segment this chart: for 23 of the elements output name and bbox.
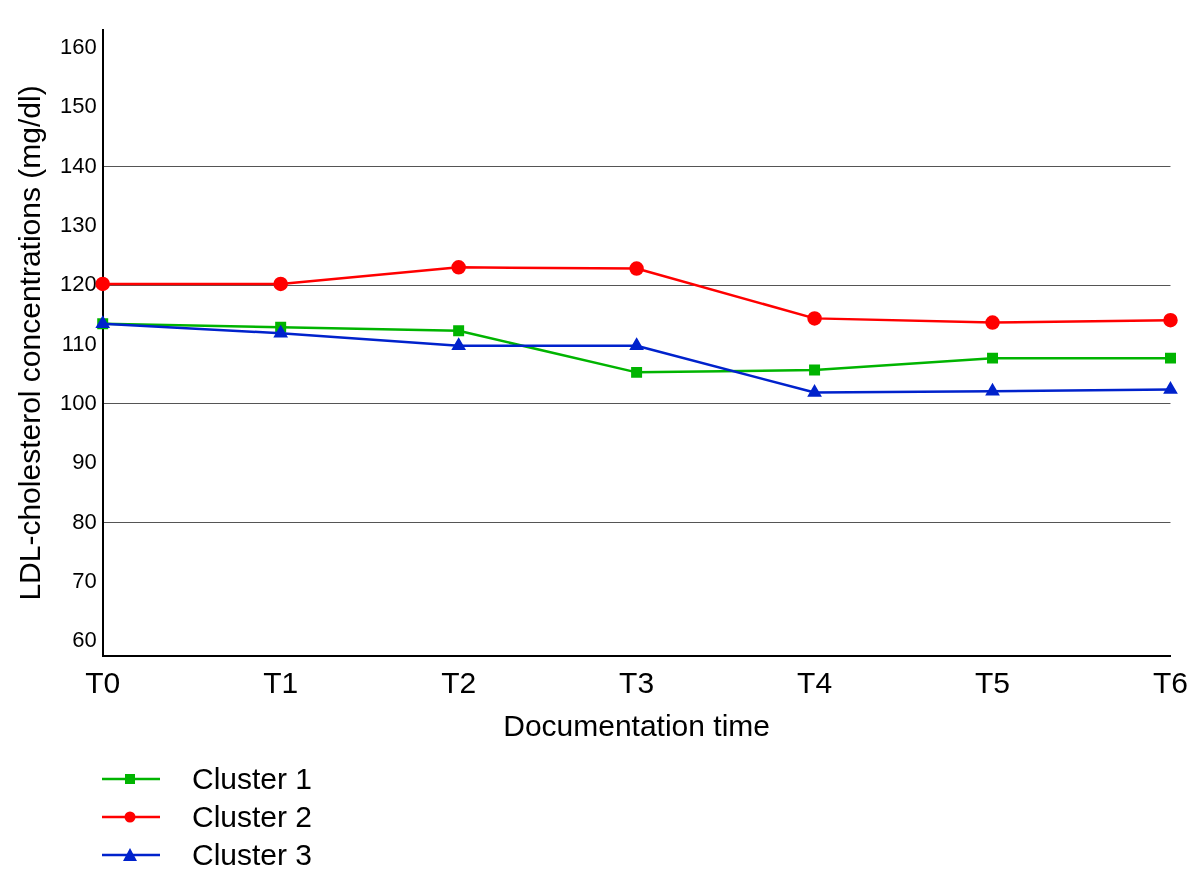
y-tick-label: 90 [72, 449, 97, 475]
y-tick-label: 160 [59, 33, 97, 59]
y-tick-label: 80 [72, 508, 97, 534]
x-tick-label: T4 [797, 666, 833, 700]
legend-label: Cluster 1 [192, 762, 313, 796]
x-tick-label: T1 [263, 666, 299, 700]
x-tick-label: T6 [1152, 666, 1188, 700]
x-axis-title: Documentation time [503, 709, 770, 743]
legend-label: Cluster 2 [192, 800, 313, 834]
y-tick-label: 60 [72, 627, 97, 653]
y-tick-label: 110 [61, 330, 97, 356]
y-tick-label: 100 [59, 389, 97, 415]
x-tick-label: T3 [619, 666, 655, 700]
y-tick-label: 150 [59, 93, 97, 119]
x-tick-label: T5 [975, 666, 1011, 700]
y-tick-label: 130 [59, 211, 97, 237]
y-tick-label: 120 [59, 271, 97, 297]
y-tick-label: 70 [72, 567, 97, 593]
x-tick-label: T2 [441, 666, 477, 700]
x-tick-label: T0 [85, 666, 121, 700]
y-tick-label: 140 [59, 152, 97, 178]
y-axis-title: LDL-cholesterol concentrations (mg/dl) [13, 85, 47, 601]
legend-label: Cluster 3 [192, 838, 313, 872]
